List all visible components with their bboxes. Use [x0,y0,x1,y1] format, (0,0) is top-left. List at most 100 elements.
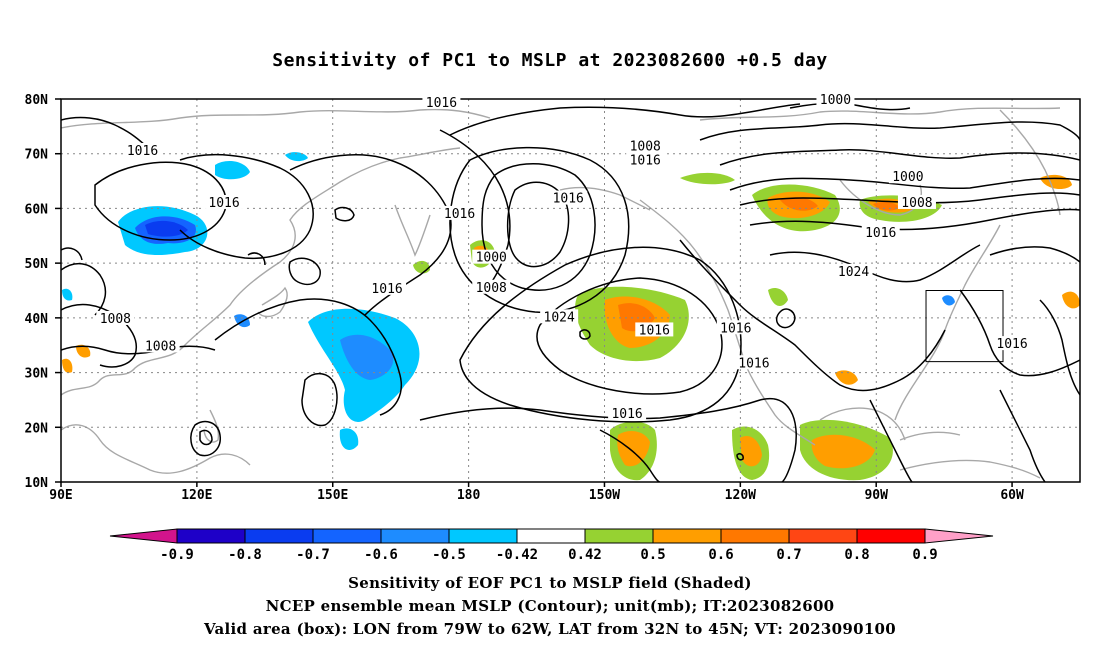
lon-tick-label: 150E [317,488,348,503]
contour-mid-pacific [599,429,661,482]
contour-label: 1016 [639,323,670,338]
positive-blob-great-lakes [768,288,788,306]
contour-label-bg [440,205,479,220]
greenland [999,109,1061,216]
contour-1008-siberia [94,161,227,241]
contour-east-atlantic-b [1039,299,1080,396]
contour-label: 1024 [838,265,869,280]
contour-label: 1016 [738,356,769,371]
colorbar-segment [856,528,926,544]
colorbar-left-tip [109,528,178,544]
contour-label-bg [368,280,407,295]
lat-tick-label: 70N [25,148,49,163]
contour-label-bg [472,279,511,294]
colorbar-label: 0.6 [708,547,733,563]
contour-label: 1000 [892,170,923,185]
lat-tick-label: 50N [25,257,49,272]
lat-tick-label: 40N [25,312,49,327]
contour-label: 1016 [865,226,896,241]
contour-1016-subtropical [419,397,797,482]
contour-label-bg [888,169,927,184]
positive-blob-east-atlantic [1062,291,1080,309]
colorbar-segment [652,528,722,544]
alaska-coast [559,186,651,211]
contour-label: 1024 [544,310,575,325]
colorbar-segment [380,528,450,544]
contour-label: 1008 [100,312,131,327]
contour-label: 1016 [720,321,751,336]
contour-label-bg [734,355,773,370]
colorbar-label: 0.8 [844,547,869,563]
positive-blob-india-east [76,344,91,358]
negative-blob-india [62,288,73,301]
contour-north-europe [61,116,151,151]
contour-labels: 1016 1000 1016 1008 1016 1000 1016 1008 1016 1016… [96,92,1032,422]
colorbar-label: -0.42 [496,547,538,563]
lon-tick-label: 90W [864,488,888,503]
negative-blob-west-pacific [339,428,359,450]
contour-label: 1016 [553,192,584,207]
positive-blob-labrador [1040,174,1072,190]
contour-label-bg [422,94,461,109]
colorbar-label: 0.7 [776,547,801,563]
lat-tick-label: 60N [25,202,49,217]
valid-area-box [925,290,1004,363]
contour-1016-north-america [679,239,946,392]
positive-blob-arabia [62,358,73,373]
contour-arctic-wave-a [699,121,1080,141]
contour-label-bg [123,142,162,157]
contour-1016-north [449,103,801,136]
contour-label-bg [816,92,855,107]
contour-1016-east-coast [959,289,1080,377]
lat-tick-label: 30N [25,367,49,382]
positive-blob-hudson-inner [873,201,900,211]
colorbar-segment [448,528,518,544]
kamchatka-coast [394,204,431,257]
contour-1000-aleutian-low [506,181,570,268]
mslp-contours [61,102,1080,482]
lon-tick-label: 60W [1000,488,1024,503]
contour-east-atlantic-a [989,246,1080,263]
colorbar-label: -0.8 [228,547,262,563]
contour-label-bg [540,309,579,324]
colorbar-label: -0.5 [432,547,466,563]
positive-blob-west-atlantic [835,370,858,385]
contour-1016-arctic [749,208,1080,231]
contour-label-bg [472,249,511,264]
contour-small-low-a [775,308,796,329]
contour-1008-aleutian-low [481,163,596,291]
contour-1016-pacific-high [459,246,742,423]
contour-sea-of-japan-low [247,252,266,266]
contour-label: 1016 [996,337,1027,352]
contour-arctic-wave-c [729,177,1080,191]
negative-blob-north-siberia-inner [145,220,188,237]
contour-1024-canada [769,244,981,283]
contour-label: 1008 [901,196,932,211]
colorbar: -0.9 -0.8 -0.7 -0.6 -0.5 -0.42 0.42 0.5 0.6 0.7 0.… [109,528,994,563]
contour-label-bg [626,152,665,167]
contour-1008-asia [61,303,137,368]
colorbar-label: -0.7 [296,547,330,563]
positive-blob-greenland-edge [680,172,735,185]
south-america-north [899,459,1041,479]
contour-label: 1016 [208,196,239,211]
colorbar-label: 0.5 [640,547,665,563]
contour-label: 1008 [145,339,176,354]
contour-asia-wave-b [61,247,83,261]
contour-small-low-b [579,329,591,340]
philippines [203,409,220,443]
map-frame [60,98,1081,483]
colorbar-segment [720,528,790,544]
colorbar-label: -0.9 [160,547,194,563]
contour-label: 1016 [426,96,457,111]
contour-label-bg [549,190,588,205]
contour-1016-siberia [179,153,314,260]
contour-label: 1016 [127,144,158,159]
contour-label: 1016 [611,407,642,422]
plot-title: Sensitivity of PC1 to MSLP at 2023082600… [272,50,828,71]
contour-label: 1000 [820,93,851,108]
contour-label-bg [635,322,674,337]
contour-1016-east-asia [214,298,402,416]
